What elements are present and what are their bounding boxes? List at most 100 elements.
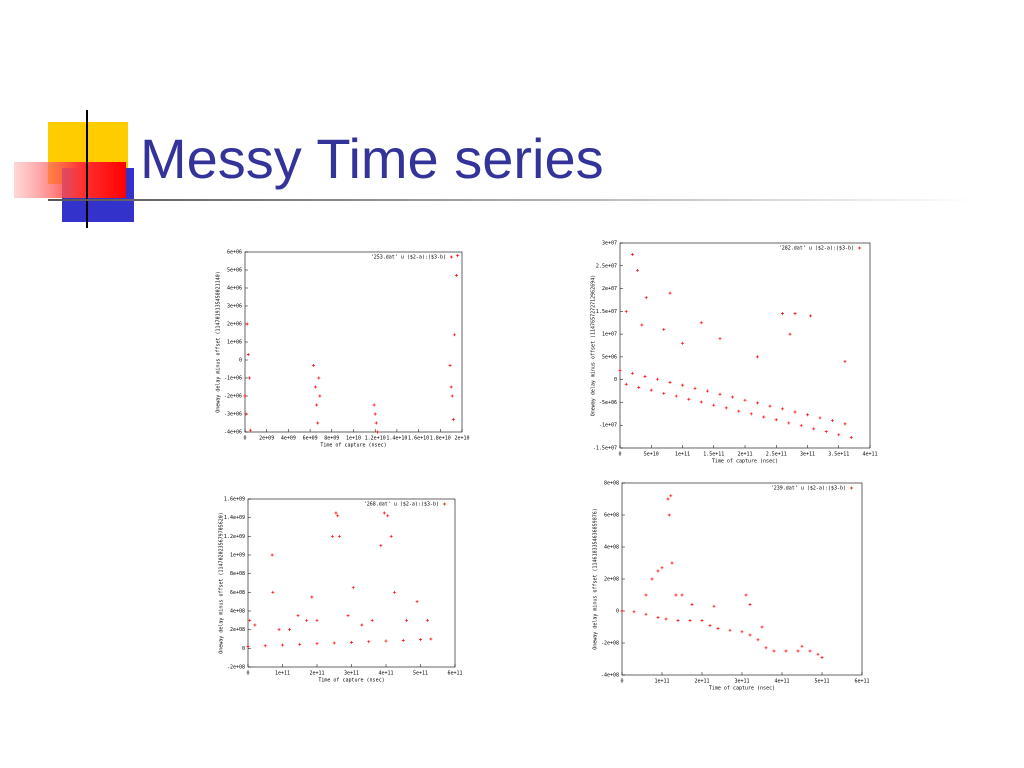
point xyxy=(712,604,716,608)
y-tick-label: -2e+08 xyxy=(227,665,245,671)
x-tick-label: 2e+11 xyxy=(309,671,324,677)
point xyxy=(837,433,841,437)
point xyxy=(809,314,813,318)
plot-frame xyxy=(621,482,863,676)
point xyxy=(620,609,624,613)
x-tick-label: 5e+11 xyxy=(814,679,829,685)
point xyxy=(331,534,335,538)
point xyxy=(843,359,847,363)
point xyxy=(676,619,680,623)
point xyxy=(624,382,628,386)
point xyxy=(636,268,639,272)
y-tick-label: 2e+06 xyxy=(227,322,242,328)
point xyxy=(393,590,397,594)
point xyxy=(768,404,772,408)
point xyxy=(737,409,741,413)
x-tick-label: 0 xyxy=(246,671,249,677)
x-tick-label: 1.5e+11 xyxy=(703,452,724,458)
point xyxy=(456,254,460,258)
point xyxy=(749,412,753,416)
point xyxy=(843,422,847,426)
point xyxy=(781,312,784,316)
point xyxy=(816,652,820,656)
point xyxy=(640,323,644,327)
y-tick-label: -2e+08 xyxy=(601,641,619,647)
x-tick-label: 2.5e+11 xyxy=(766,452,787,458)
y-tick-label: -2e+06 xyxy=(224,394,242,400)
point xyxy=(788,332,792,336)
plot-frame xyxy=(619,242,871,449)
point xyxy=(346,614,350,618)
legend-label: '253.dat' u ($2-a):($3-b) xyxy=(371,255,446,261)
point xyxy=(281,643,284,647)
y-tick-label: 2.5e+07 xyxy=(596,263,617,269)
point xyxy=(401,638,405,642)
point xyxy=(248,618,252,622)
y-tick-label: 5e+06 xyxy=(227,268,242,274)
legend-marker xyxy=(450,255,453,259)
point xyxy=(748,633,752,637)
y-tick-label: 4e+06 xyxy=(227,286,242,292)
y-tick-label: 2e+07 xyxy=(602,286,617,292)
x-tick-label: 5e+10 xyxy=(644,452,659,458)
point xyxy=(748,603,752,607)
point xyxy=(298,642,302,646)
point xyxy=(744,593,748,597)
y-tick-label: 1.5e+07 xyxy=(596,309,617,315)
legend-label: '268.dat' u ($2-a):($3-b) xyxy=(364,502,439,508)
point xyxy=(762,415,766,419)
point xyxy=(455,273,459,277)
point xyxy=(668,291,672,295)
point xyxy=(681,341,684,345)
point xyxy=(336,514,340,518)
y-tick-label: 2e+08 xyxy=(604,577,619,583)
point xyxy=(405,618,409,622)
point xyxy=(375,430,379,434)
legend-label: '282.dat' u ($2-a):($3-b) xyxy=(779,246,854,252)
point xyxy=(716,627,720,631)
x-tick-label: 4e+11 xyxy=(862,452,877,458)
point xyxy=(668,380,672,384)
point xyxy=(670,561,674,565)
y-axis-label: Oneway delay minus offset (1147020235679… xyxy=(219,512,225,653)
point xyxy=(644,612,648,616)
y-tick-label: -1e+06 xyxy=(224,376,242,382)
y-axis-label: Oneway delay minus offset (1146183354636… xyxy=(593,508,599,649)
point xyxy=(660,566,664,570)
point xyxy=(743,398,747,402)
point xyxy=(674,593,678,597)
y-tick-label: 1e+09 xyxy=(230,553,245,559)
point xyxy=(429,637,433,641)
legend-marker xyxy=(850,486,853,490)
x-tick-label: 6e+09 xyxy=(303,436,318,442)
point xyxy=(624,309,628,313)
point xyxy=(756,401,759,405)
point xyxy=(310,595,314,599)
point xyxy=(662,328,666,332)
point xyxy=(772,649,776,653)
y-tick-label: 1.2e+09 xyxy=(224,534,245,540)
point xyxy=(649,388,653,392)
x-tick-label: 4e+09 xyxy=(281,436,296,442)
y-tick-label: 2e+08 xyxy=(230,627,245,633)
point xyxy=(824,430,828,434)
point xyxy=(643,374,647,378)
point xyxy=(756,355,759,359)
y-tick-label: -4e+08 xyxy=(601,673,619,679)
y-axis-label: Oneway delay minus offset (1147657272712… xyxy=(591,275,597,416)
x-tick-label: 3.5e+11 xyxy=(828,452,849,458)
plot-frame xyxy=(244,251,463,433)
point xyxy=(332,641,336,645)
point xyxy=(451,417,455,421)
point xyxy=(764,646,768,650)
point xyxy=(793,410,797,414)
point xyxy=(693,386,697,390)
x-axis-label: Time of capture (nsec) xyxy=(318,678,384,684)
point xyxy=(248,428,252,432)
point xyxy=(632,610,636,614)
point xyxy=(793,312,797,316)
point xyxy=(644,296,648,300)
point xyxy=(781,407,784,411)
point xyxy=(637,385,641,389)
y-tick-label: 3e+07 xyxy=(602,241,617,247)
